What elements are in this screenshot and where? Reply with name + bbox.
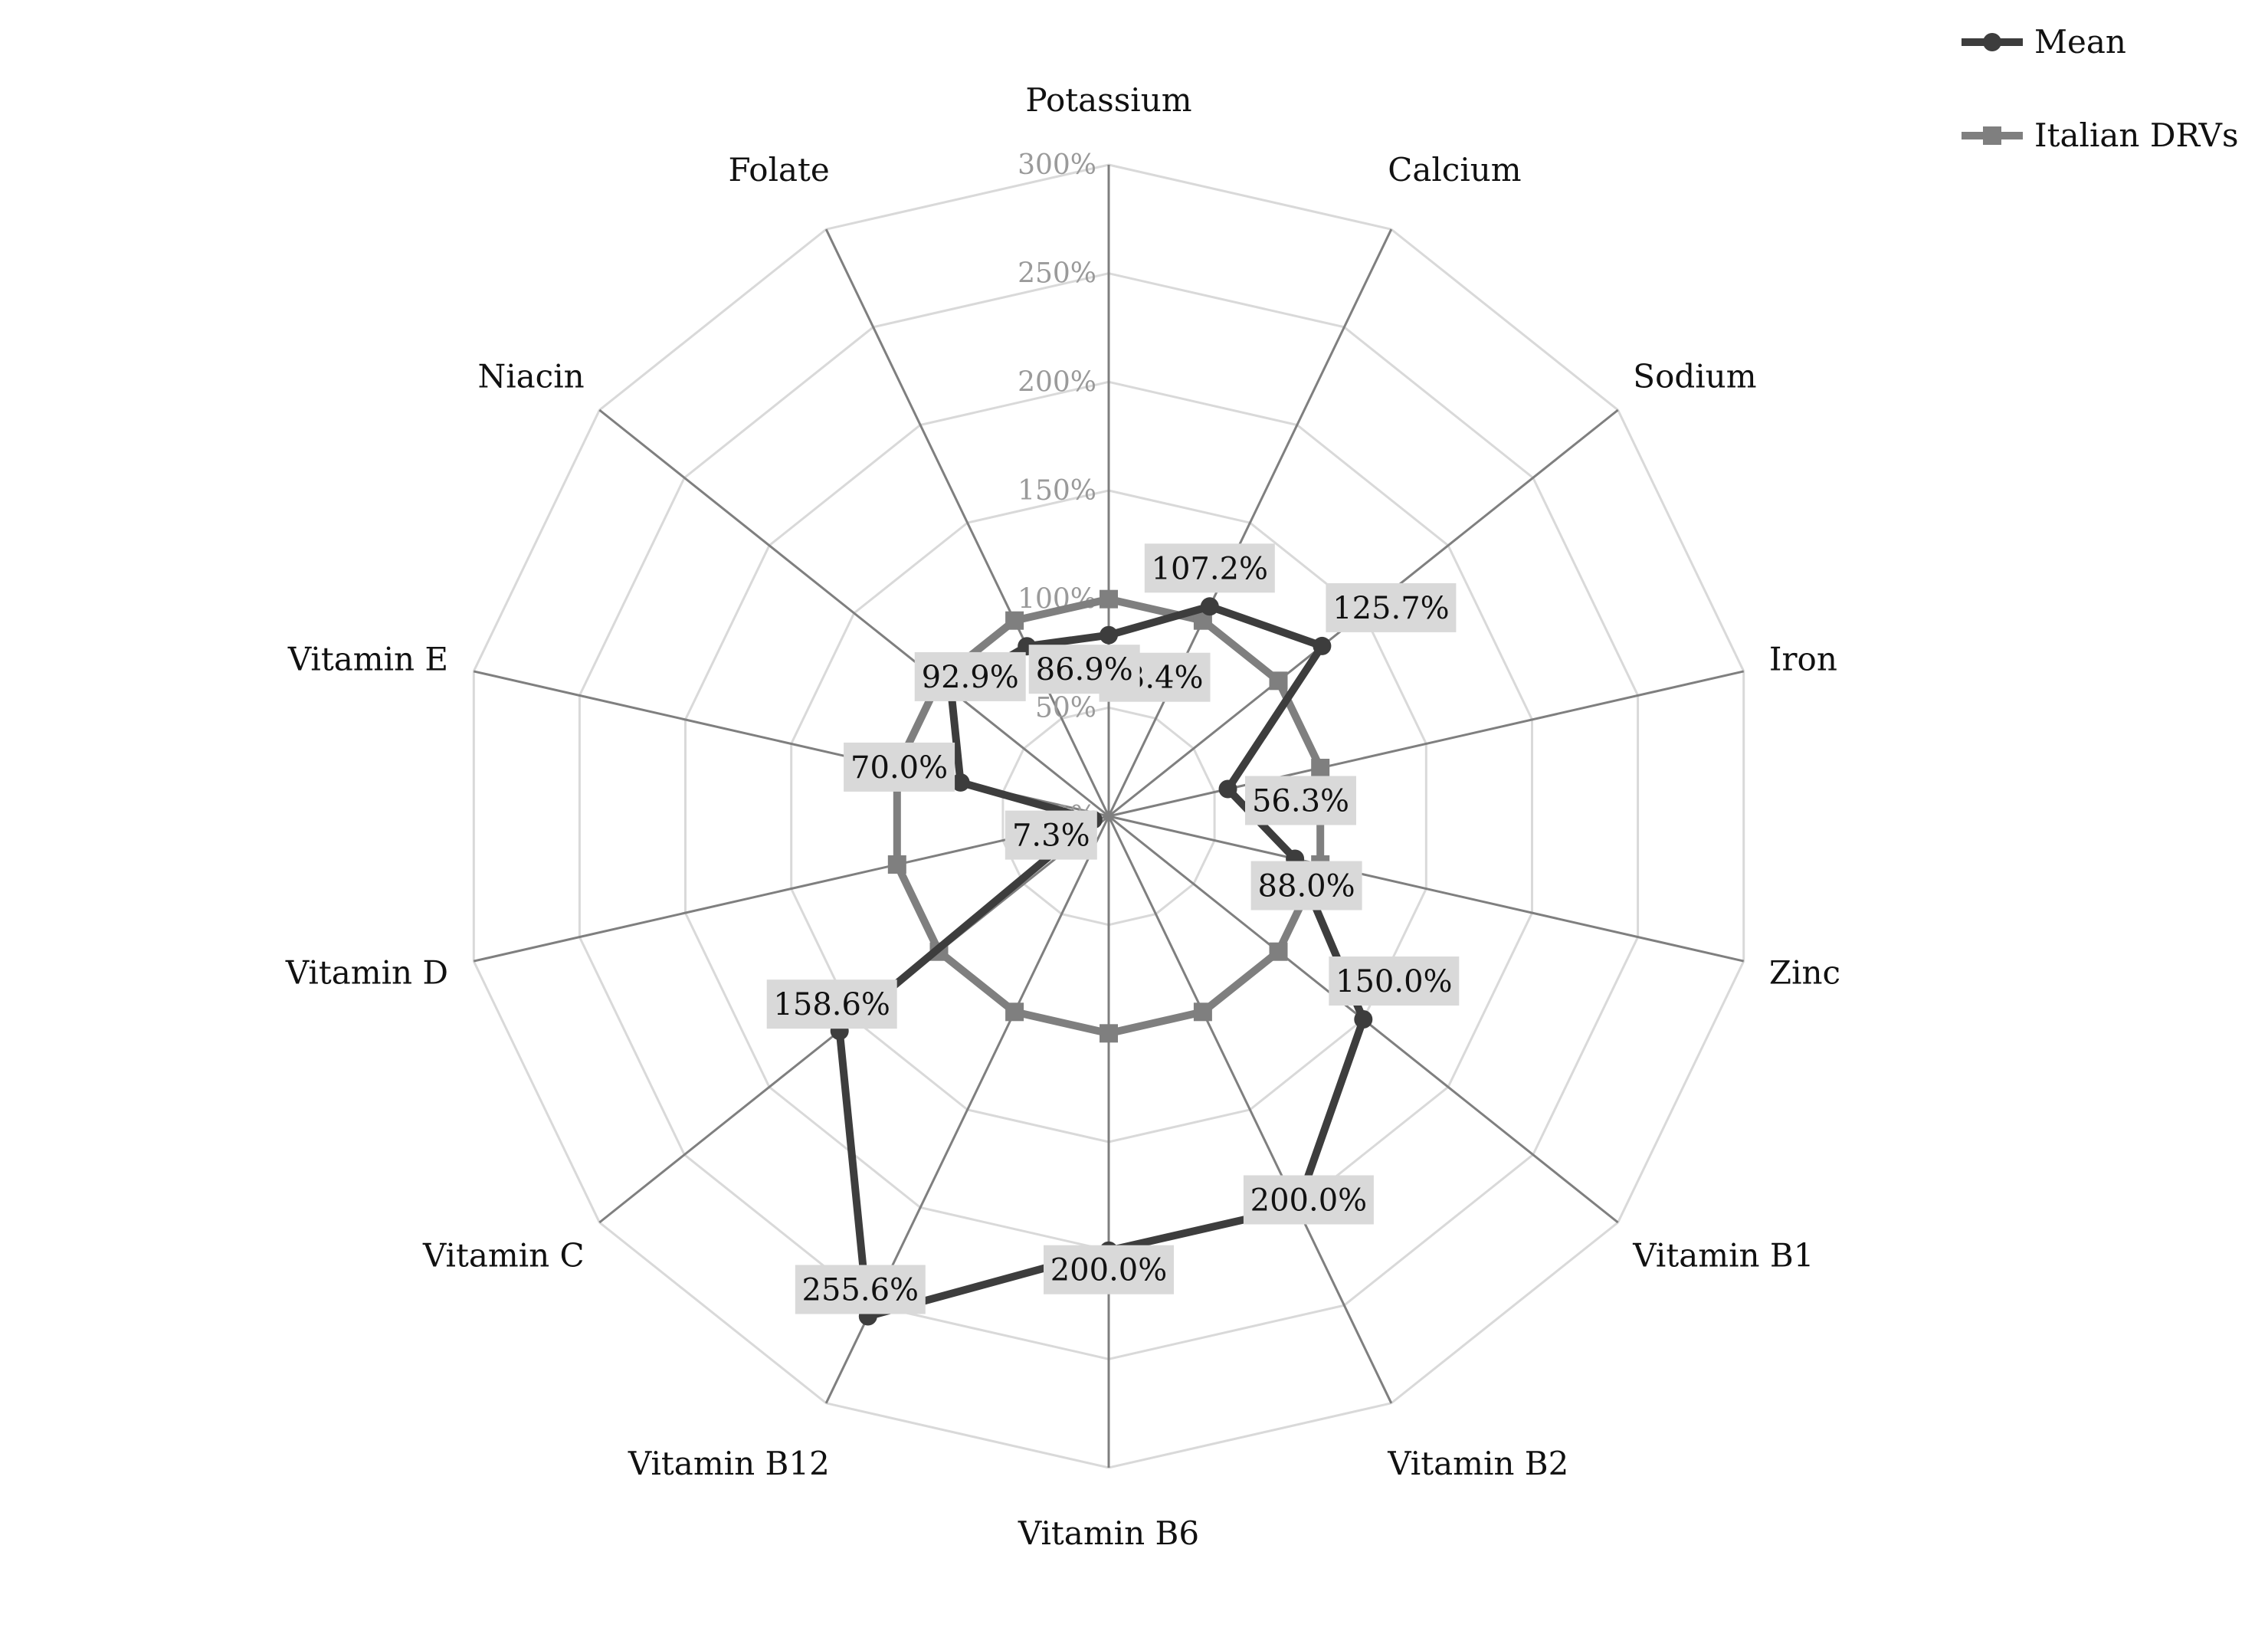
category-label: Vitamin B1 xyxy=(1632,1237,1814,1275)
category-label: Vitamin B2 xyxy=(1387,1445,1568,1482)
data-label-box xyxy=(1329,956,1460,1006)
data-label: 200.0% xyxy=(1250,1183,1368,1219)
axis-tick-label: 50% xyxy=(1035,692,1096,723)
axis-tick-label: 300% xyxy=(1018,149,1096,181)
data-label: 255.6% xyxy=(802,1273,919,1308)
data-point-italian-drvs xyxy=(1100,589,1118,609)
data-label: 125.7% xyxy=(1332,591,1450,626)
data-label-box xyxy=(844,742,955,792)
data-label-box xyxy=(1005,810,1097,860)
category-label: Calcium xyxy=(1388,151,1521,189)
category-label: Vitamin B6 xyxy=(1018,1514,1199,1552)
data-point-italian-drvs xyxy=(1005,611,1024,630)
legend-marker-mean xyxy=(1983,33,2001,51)
data-label-box xyxy=(1243,1175,1374,1225)
data-label: 150.0% xyxy=(1336,964,1453,999)
data-point-mean xyxy=(951,773,970,792)
spoke-13 xyxy=(824,228,1110,817)
legend-label-italian-drvs: Italian DRVs xyxy=(2034,116,2239,154)
category-label: Folate xyxy=(728,151,829,189)
data-point-mean xyxy=(1100,625,1118,645)
data-label: 7.3% xyxy=(1012,819,1090,854)
category-label: Vitamin B12 xyxy=(628,1445,830,1482)
spoke-6 xyxy=(1107,815,1393,1404)
category-label: Iron xyxy=(1769,640,1837,678)
data-label: 70.0% xyxy=(850,750,948,786)
data-label-box xyxy=(1044,1245,1174,1294)
category-label: Potassium xyxy=(1025,81,1191,119)
data-label-box xyxy=(1144,543,1275,593)
data-label-box xyxy=(914,651,1026,701)
data-point-italian-drvs xyxy=(1311,759,1330,777)
spoke-3 xyxy=(1108,670,1745,818)
spoke-12 xyxy=(598,408,1109,818)
data-label: 88.0% xyxy=(1258,869,1355,904)
data-point-italian-drvs xyxy=(1269,942,1288,961)
category-label: Vitamin D xyxy=(285,954,448,992)
spoke-1 xyxy=(1107,228,1393,817)
legend-marker-italian-drvs xyxy=(1983,126,2001,145)
data-label: 92.9% xyxy=(922,660,1019,695)
category-label: Sodium xyxy=(1633,357,1756,395)
data-label-box xyxy=(1028,645,1140,694)
data-label: 158.6% xyxy=(773,987,890,1022)
data-label: 56.3% xyxy=(1252,784,1349,819)
spoke-10 xyxy=(473,815,1109,963)
legend-label-mean: Mean xyxy=(2034,23,2126,61)
axis-tick-label: 150% xyxy=(1018,475,1096,507)
data-point-mean xyxy=(1313,636,1332,655)
spoke-4 xyxy=(1108,815,1745,963)
data-label-box xyxy=(1245,776,1356,825)
data-point-mean xyxy=(1218,779,1237,799)
data-label-box xyxy=(766,979,897,1029)
data-point-italian-drvs xyxy=(1193,1002,1212,1022)
data-point-italian-drvs xyxy=(1005,1002,1024,1022)
axis-tick-label: 250% xyxy=(1018,258,1096,290)
category-label: Vitamin C xyxy=(422,1237,585,1275)
data-point-mean xyxy=(1354,1010,1373,1029)
data-point-italian-drvs xyxy=(887,855,906,874)
data-point-italian-drvs xyxy=(1100,1024,1118,1043)
data-point-italian-drvs xyxy=(1269,671,1288,691)
category-label: Zinc xyxy=(1769,954,1840,992)
data-label: 107.2% xyxy=(1152,551,1269,586)
data-label-box xyxy=(1250,861,1362,911)
data-label-box xyxy=(795,1265,926,1314)
data-label: 86.9% xyxy=(1036,652,1133,687)
data-label: 200.0% xyxy=(1050,1253,1168,1288)
data-point-mean xyxy=(1200,597,1219,616)
data-label-box xyxy=(1326,582,1457,632)
axis-tick-label: 200% xyxy=(1018,366,1096,398)
category-label: Niacin xyxy=(477,357,584,395)
category-label: Vitamin E xyxy=(287,640,448,678)
